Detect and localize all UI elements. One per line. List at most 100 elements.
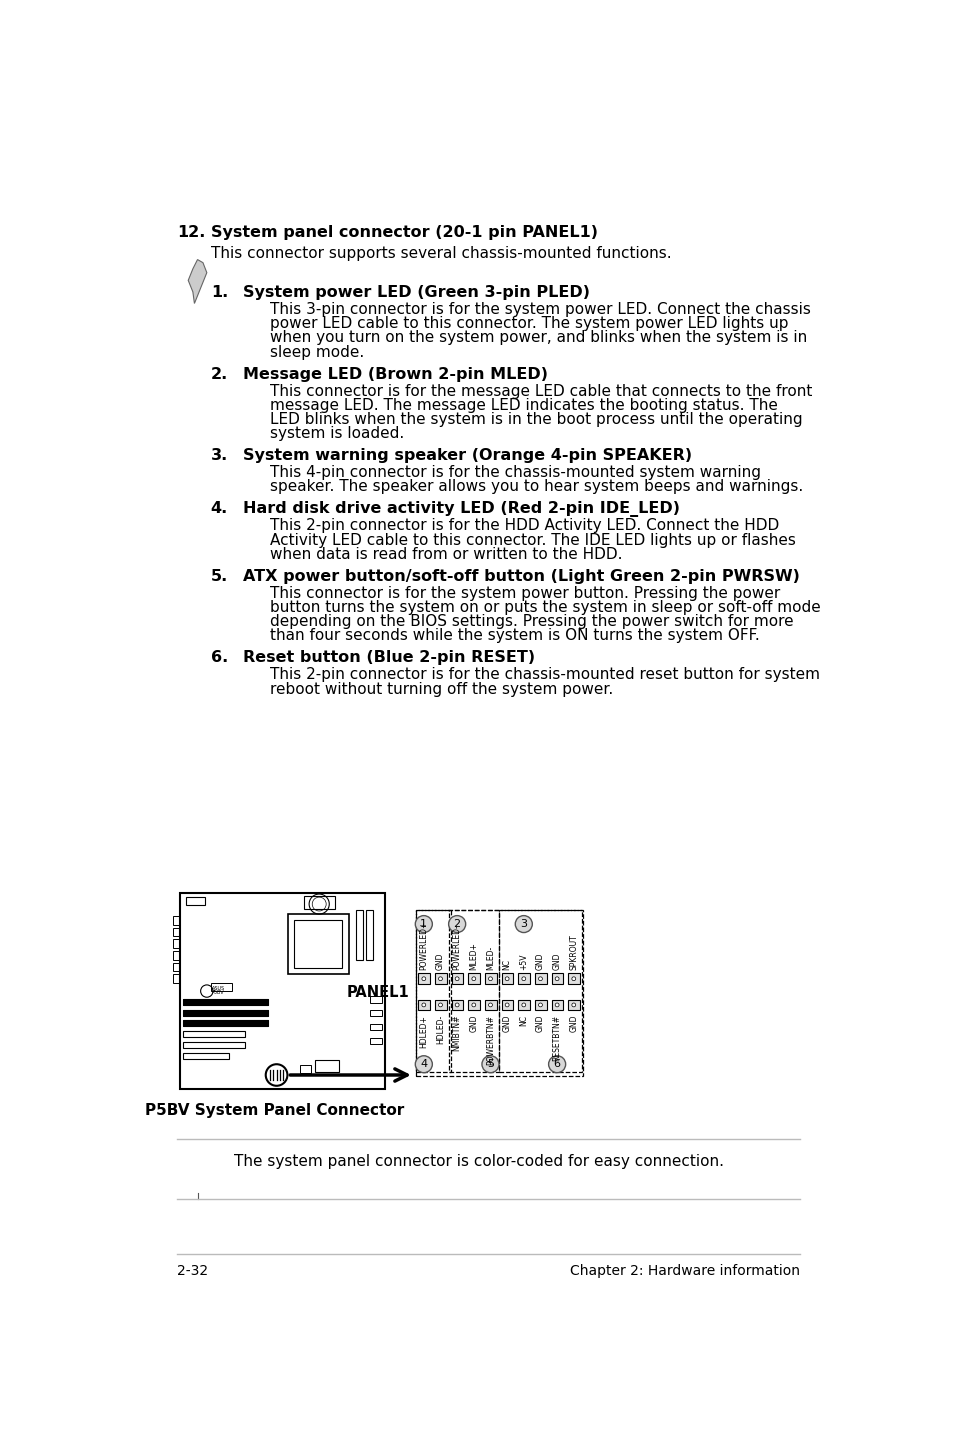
Text: MLED+: MLED+ <box>469 942 477 969</box>
Text: ATX power button/soft-off button (Light Green 2-pin PWRSW): ATX power button/soft-off button (Light … <box>243 568 800 584</box>
Text: Message LED (Brown 2-pin MLED): Message LED (Brown 2-pin MLED) <box>243 367 548 381</box>
Bar <box>517 999 530 1011</box>
Text: system is loaded.: system is loaded. <box>270 426 404 441</box>
Bar <box>535 974 546 984</box>
Bar <box>369 997 381 1002</box>
Bar <box>173 951 179 959</box>
Text: GND: GND <box>502 1015 511 1032</box>
Text: 6.: 6. <box>211 650 228 666</box>
Bar <box>435 974 446 984</box>
Bar <box>315 1060 338 1071</box>
Text: Hard disk drive activity LED (Red 2-pin IDE_LED): Hard disk drive activity LED (Red 2-pin … <box>243 502 679 518</box>
Circle shape <box>555 1004 558 1007</box>
Text: P5BV System Panel Connector: P5BV System Panel Connector <box>145 1103 403 1117</box>
Circle shape <box>481 1055 498 1073</box>
Text: 3: 3 <box>519 919 527 929</box>
Circle shape <box>488 976 492 981</box>
Circle shape <box>472 976 476 981</box>
Bar <box>183 1009 268 1015</box>
Bar <box>294 920 342 968</box>
Text: GND: GND <box>569 1015 578 1032</box>
Bar <box>568 999 579 1011</box>
Bar <box>449 910 498 1071</box>
Circle shape <box>515 916 532 933</box>
Text: HDLED+: HDLED+ <box>419 1015 428 1048</box>
Circle shape <box>472 1004 476 1007</box>
Bar <box>183 999 268 1005</box>
Circle shape <box>571 976 575 981</box>
Text: 5.: 5. <box>211 568 228 584</box>
Text: button turns the system on or puts the system in sleep or soft-off mode: button turns the system on or puts the s… <box>270 600 821 615</box>
Bar <box>535 999 546 1011</box>
Bar <box>173 928 179 936</box>
Bar <box>173 916 179 925</box>
Text: power LED cable to this connector. The system power LED lights up: power LED cable to this connector. The s… <box>270 316 788 331</box>
Bar <box>183 1053 229 1058</box>
Text: ASUS: ASUS <box>212 986 224 991</box>
Bar <box>299 1066 311 1073</box>
Text: POWERLED-: POWERLED- <box>452 923 461 969</box>
Text: This connector is for the system power button. Pressing the power: This connector is for the system power b… <box>270 585 780 601</box>
Text: This connector is for the message LED cable that connects to the front: This connector is for the message LED ca… <box>270 384 812 398</box>
Text: 12.: 12. <box>177 224 206 240</box>
Text: 3.: 3. <box>211 449 228 463</box>
Text: 6: 6 <box>553 1060 560 1070</box>
Circle shape <box>571 1004 575 1007</box>
Text: 4: 4 <box>420 1060 427 1070</box>
Circle shape <box>537 1004 542 1007</box>
Bar <box>468 999 479 1011</box>
Circle shape <box>455 1004 458 1007</box>
Bar <box>501 999 513 1011</box>
Circle shape <box>537 976 542 981</box>
Bar <box>468 974 479 984</box>
Text: reboot without turning off the system power.: reboot without turning off the system po… <box>270 682 613 696</box>
Text: Activity LED cable to this connector. The IDE LED lights up or flashes: Activity LED cable to this connector. Th… <box>270 532 796 548</box>
Text: NC: NC <box>518 1015 528 1025</box>
Circle shape <box>455 976 458 981</box>
Text: than four seconds while the system is ON turns the system OFF.: than four seconds while the system is ON… <box>270 628 760 643</box>
Text: 1: 1 <box>420 919 427 929</box>
Circle shape <box>438 1004 442 1007</box>
Text: This connector supports several chassis-mounted functions.: This connector supports several chassis-… <box>211 246 671 262</box>
Bar <box>183 1021 268 1027</box>
Bar <box>288 915 348 974</box>
Bar <box>183 999 268 1005</box>
Bar <box>173 974 179 982</box>
Text: message LED. The message LED indicates the booting status. The: message LED. The message LED indicates t… <box>270 398 778 413</box>
Text: SPKROUT: SPKROUT <box>569 933 578 969</box>
Bar <box>501 974 513 984</box>
Bar <box>452 974 463 984</box>
Bar <box>173 962 179 971</box>
Circle shape <box>488 1004 492 1007</box>
Circle shape <box>438 976 442 981</box>
Bar <box>484 999 497 1011</box>
Text: This 3-pin connector is for the system power LED. Connect the chassis: This 3-pin connector is for the system p… <box>270 302 810 316</box>
Text: MLED-: MLED- <box>485 945 495 969</box>
Circle shape <box>505 1004 509 1007</box>
Circle shape <box>415 1055 432 1073</box>
Bar <box>517 974 530 984</box>
Text: System power LED (Green 3-pin PLED): System power LED (Green 3-pin PLED) <box>243 285 590 301</box>
Bar <box>484 974 497 984</box>
Bar <box>183 1021 268 1027</box>
Text: This 4-pin connector is for the chassis-mounted system warning: This 4-pin connector is for the chassis-… <box>270 464 760 480</box>
Bar <box>418 999 430 1011</box>
Circle shape <box>421 976 425 981</box>
Bar <box>183 1043 245 1048</box>
Circle shape <box>548 1055 565 1073</box>
Circle shape <box>415 916 432 933</box>
Text: 2: 2 <box>453 919 460 929</box>
Bar <box>179 893 385 1089</box>
Text: GND: GND <box>469 1015 477 1032</box>
Text: The system panel connector is color-coded for easy connection.: The system panel connector is color-code… <box>233 1155 723 1169</box>
Bar <box>303 896 335 909</box>
Text: speaker. The speaker allows you to hear system beeps and warnings.: speaker. The speaker allows you to hear … <box>270 479 802 495</box>
Bar <box>369 1024 381 1031</box>
Bar <box>416 910 451 1071</box>
Text: LED blinks when the system is in the boot process until the operating: LED blinks when the system is in the boo… <box>270 413 802 427</box>
Circle shape <box>555 976 558 981</box>
Text: System warning speaker (Orange 4-pin SPEAKER): System warning speaker (Orange 4-pin SPE… <box>243 449 692 463</box>
Bar <box>356 910 363 961</box>
Text: Reset button (Blue 2-pin RESET): Reset button (Blue 2-pin RESET) <box>243 650 535 666</box>
Bar <box>435 999 446 1011</box>
